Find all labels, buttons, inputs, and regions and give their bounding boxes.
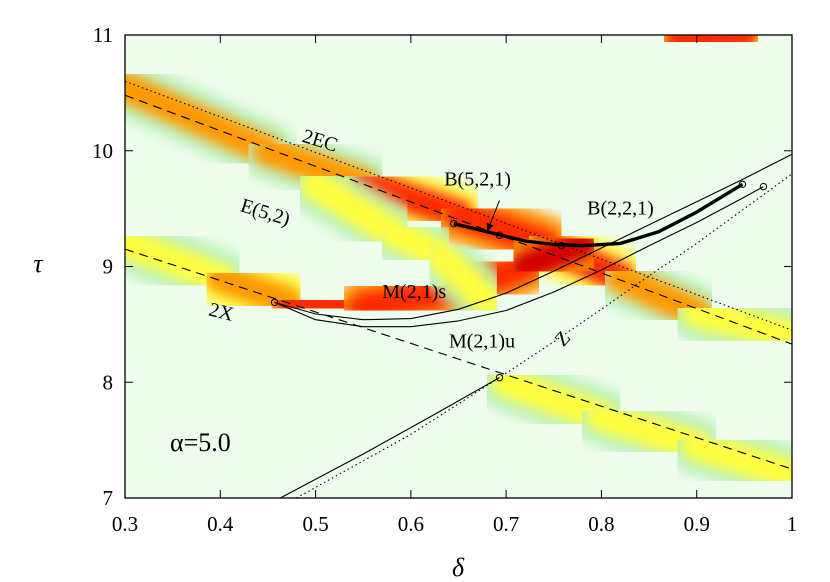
label-arrow-head <box>486 222 494 232</box>
x-axis-label: δ <box>452 553 465 582</box>
curve-z <box>296 173 792 498</box>
x-tick-label: 0.7 <box>493 512 519 536</box>
heat-band-core <box>681 297 792 351</box>
y-tick-label: 11 <box>93 23 113 47</box>
curve-e-5-2 <box>125 94 792 345</box>
orbit-marker <box>759 182 768 191</box>
curve-2ec <box>125 80 792 331</box>
curve-layer <box>125 80 792 498</box>
curve-unlabeled <box>280 377 500 498</box>
x-tick-label: 0.3 <box>112 512 138 536</box>
curve-label: B(5,2,1) <box>444 168 511 190</box>
heat-band-core <box>681 430 792 490</box>
curve-label: M(2,1)u <box>449 331 515 353</box>
x-axis: 0.3 0.4 0.5 0.6 0.7 0.8 0.9 1 <box>112 35 797 536</box>
curve-m-2-1-u <box>274 186 764 328</box>
orbit-marker <box>270 298 279 307</box>
marker-layer <box>270 180 768 382</box>
curve-2x <box>125 248 792 470</box>
curve-m-2-1-s <box>274 153 792 321</box>
y-tick-label: 8 <box>103 370 114 394</box>
x-tick-label: 0.5 <box>302 512 328 536</box>
y-tick-label: 10 <box>92 139 113 163</box>
y-tick-label: 7 <box>103 486 114 510</box>
x-tick-label: 0.8 <box>588 512 614 536</box>
alpha-annotation: α=5.0 <box>170 428 231 457</box>
x-tick-label: 0.4 <box>207 512 234 536</box>
orbit-marker <box>738 180 747 189</box>
orbit-marker <box>495 373 504 382</box>
x-tick-label: 1 <box>787 512 798 536</box>
y-tick-label: 9 <box>103 255 114 279</box>
heat-band-core <box>424 239 503 317</box>
curve-label: M(2,1)s <box>382 281 446 303</box>
x-tick-label: 0.9 <box>684 512 710 536</box>
curve-label: B(2,2,1) <box>587 197 654 219</box>
orbit-marker <box>557 241 566 250</box>
plot-area: 2ECE(5,2)B(5,2,1)B(2,2,1)M(2,1)s2XM(2,1)… <box>124 34 793 499</box>
y-axis: 7 8 9 10 11 <box>92 23 792 510</box>
orbit-marker <box>495 231 504 239</box>
orbit-marker <box>450 219 458 228</box>
x-tick-label: 0.6 <box>398 512 424 536</box>
curve-b-2-2-1 <box>453 182 744 248</box>
y-axis-label: τ <box>33 249 44 278</box>
heat-band-core <box>662 35 760 56</box>
heat-layer <box>125 35 792 498</box>
